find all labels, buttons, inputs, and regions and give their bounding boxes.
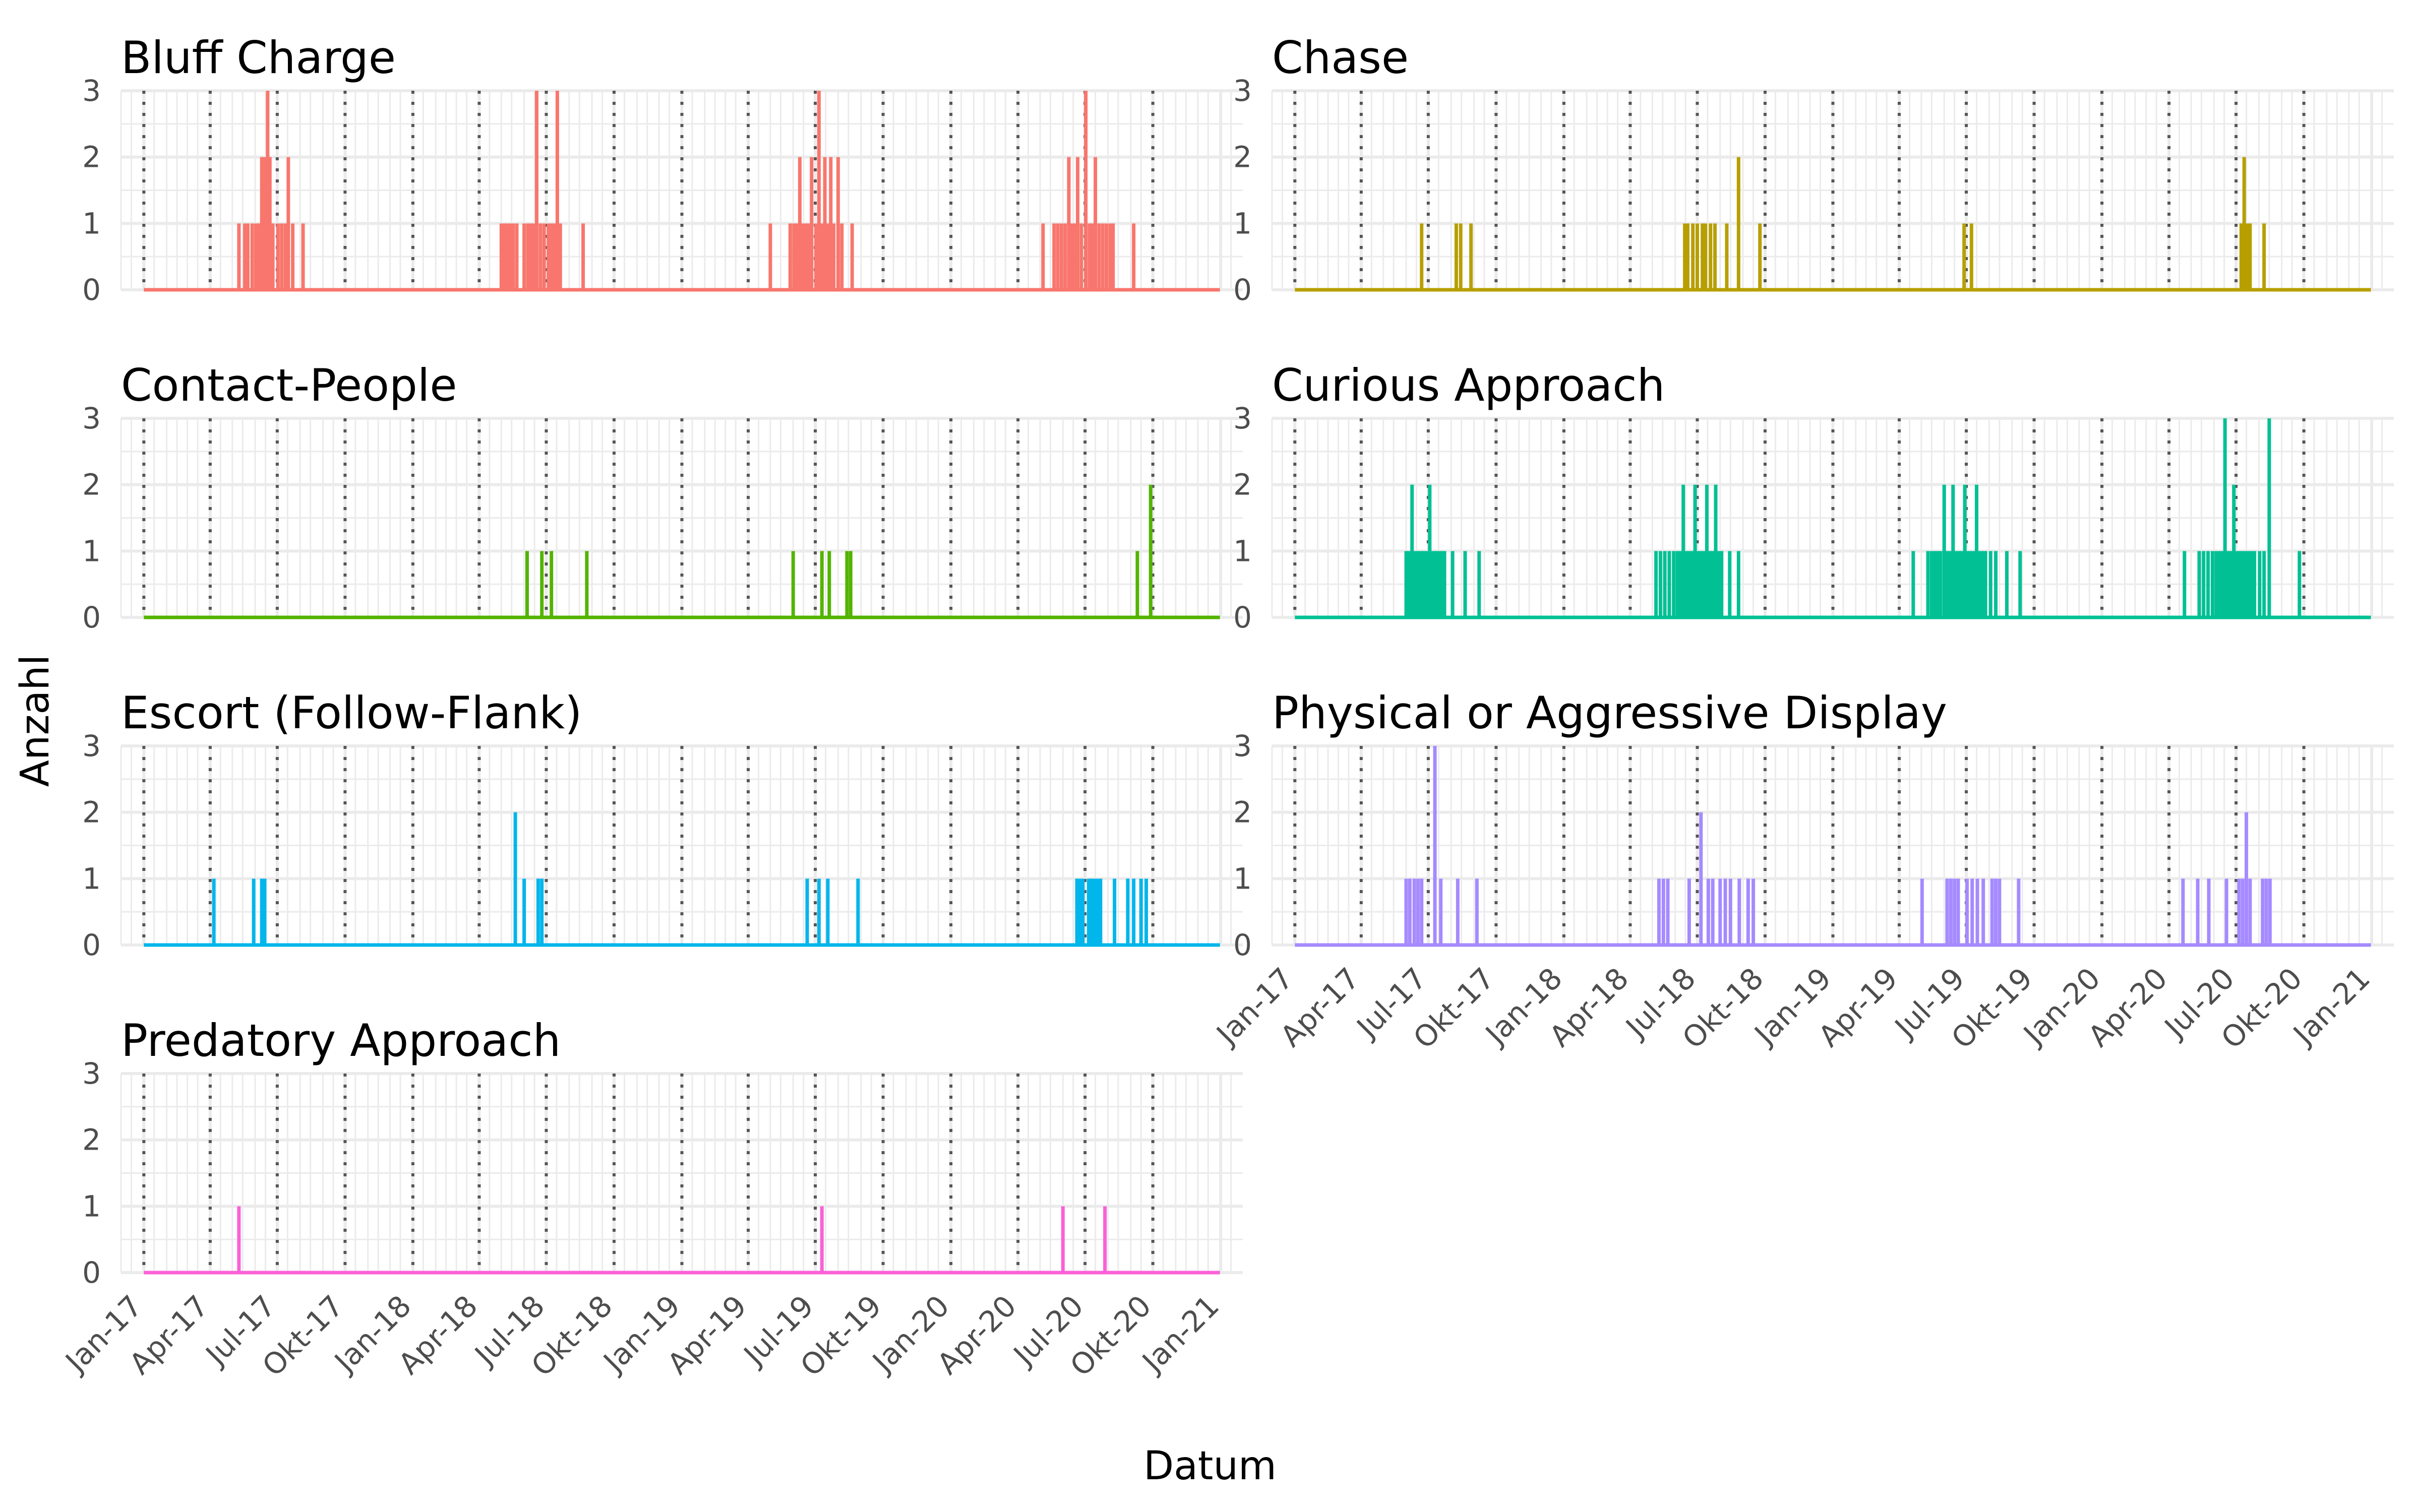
y-tick-label: 2 bbox=[1233, 795, 1252, 830]
y-axis-title: Anzahl bbox=[13, 655, 58, 787]
y-tick-label: 3 bbox=[82, 1056, 101, 1091]
y-tick-label: 0 bbox=[82, 600, 101, 635]
x-tick-label: Jan-21 bbox=[2286, 961, 2377, 1052]
facet-panel: Curious Approach 0 1 2 3 bbox=[1233, 359, 2394, 635]
facet-panel: Physical or Aggressive Display0123Jan-17… bbox=[1209, 687, 2394, 1055]
y-tick-label: 2 bbox=[1233, 140, 1252, 174]
facet-title: Contact-People bbox=[121, 359, 457, 411]
y-tick-label: 1 bbox=[1233, 534, 1252, 568]
facet-panel: Escort (Follow-Flank) 0 1 2 3 bbox=[82, 687, 1243, 962]
y-tick-label: 1 bbox=[1233, 861, 1252, 896]
y-tick-label: 1 bbox=[82, 206, 101, 240]
facet-panel: Bluff Charge 0 1 2 3 bbox=[82, 32, 1243, 307]
y-tick-label: 0 bbox=[82, 1255, 101, 1290]
y-tick-label: 0 bbox=[82, 273, 101, 307]
facet-title: Chase bbox=[1272, 32, 1409, 84]
facet-title: Predatory Approach bbox=[121, 1015, 561, 1066]
y-tick-label: 3 bbox=[82, 729, 101, 763]
x-tick-label: Jan-21 bbox=[1135, 1289, 1226, 1379]
facet-title: Curious Approach bbox=[1272, 359, 1665, 411]
y-tick-label: 0 bbox=[1233, 928, 1252, 962]
y-tick-label: 1 bbox=[82, 1189, 101, 1223]
y-tick-label: 2 bbox=[82, 468, 101, 502]
y-tick-label: 1 bbox=[82, 534, 101, 568]
y-tick-label: 3 bbox=[1233, 401, 1252, 435]
y-tick-label: 3 bbox=[82, 401, 101, 435]
y-tick-label: 2 bbox=[1233, 468, 1252, 502]
y-tick-label: 3 bbox=[82, 74, 101, 108]
facet-panel: Chase 0 1 2 3 bbox=[1233, 32, 2394, 307]
y-tick-label: 0 bbox=[1233, 600, 1252, 635]
y-tick-label: 0 bbox=[82, 928, 101, 962]
y-tick-label: 0 bbox=[1233, 273, 1252, 307]
facet-panel: Contact-People 0 1 2 3 bbox=[82, 359, 1243, 635]
x-axis-title: Datum bbox=[1143, 1443, 1277, 1489]
y-tick-label: 1 bbox=[82, 861, 101, 896]
facet-title: Escort (Follow-Flank) bbox=[121, 687, 582, 739]
y-tick-label: 3 bbox=[1233, 729, 1252, 763]
facet-title: Physical or Aggressive Display bbox=[1272, 687, 1947, 739]
y-tick-label: 3 bbox=[1233, 74, 1252, 108]
y-tick-label: 2 bbox=[82, 795, 101, 830]
y-tick-label: 2 bbox=[82, 140, 101, 174]
y-tick-label: 1 bbox=[1233, 206, 1252, 240]
facet-panel: Predatory Approach0123Jan-17Apr-17Jul-17… bbox=[58, 1015, 1243, 1383]
facet-title: Bluff Charge bbox=[121, 32, 396, 84]
y-tick-label: 2 bbox=[82, 1123, 101, 1157]
